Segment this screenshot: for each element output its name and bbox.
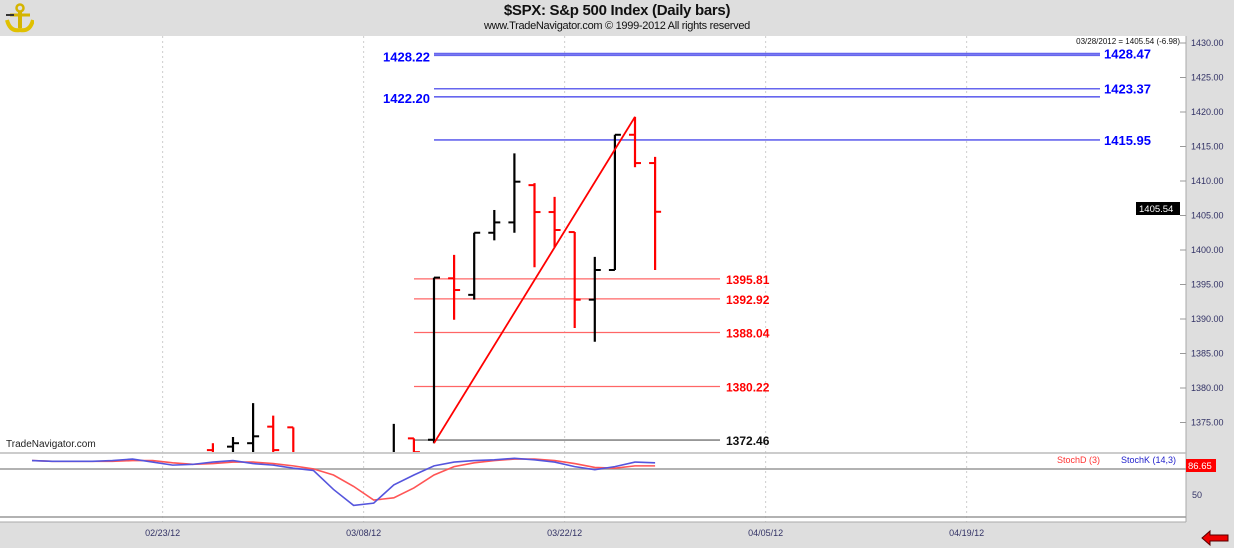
stochk-line [31, 457, 656, 507]
ohlc-bar [448, 254, 461, 320]
ohlc-bar [428, 276, 440, 444]
last-price-label: 1405.54 [1139, 204, 1173, 215]
ohlc-bar [508, 153, 521, 233]
price-tick-label: 1400.00 [1191, 245, 1224, 255]
date-tick-label: 04/19/12 [949, 528, 984, 538]
price-readout: 03/28/2012 = 1405.54 (-6.98) [1076, 37, 1180, 46]
ohlc-bar [588, 256, 601, 342]
chart-title: $SPX: S&p 500 Index (Daily bars) [503, 2, 731, 19]
date-tick-label: 03/08/12 [346, 528, 381, 538]
price-tick-label: 1420.00 [1191, 107, 1224, 117]
ohlc-bar [528, 183, 541, 268]
blue-level-label: 1423.37 [1104, 82, 1151, 97]
blue-level-label: 1415.95 [1104, 133, 1151, 148]
ohlc-bar [629, 116, 641, 168]
chart-header: $SPX: S&p 500 Index (Daily bars) www.Tra… [0, 0, 1234, 36]
ohlc-bar [267, 415, 280, 452]
ohlc-bar [488, 209, 501, 241]
red-level-label: 1380.22 [726, 380, 770, 394]
red-level-label: 1392.92 [726, 293, 770, 307]
price-tick-label: 1375.00 [1191, 418, 1224, 428]
red-level-label: 1388.04 [726, 327, 770, 341]
date-axis: 02/23/12 03/08/12 03/22/12 04/05/12 04/19/12 [145, 528, 984, 538]
price-pane: 1428.47 1428.22 1423.37 1422.20 1415.95 1395.… [206, 47, 1151, 452]
ohlc-bar [392, 423, 395, 452]
date-gridlines [162, 36, 968, 522]
arrow-left-icon[interactable] [1201, 529, 1229, 547]
ohlc-bar [548, 196, 561, 248]
ohlc-bar [247, 403, 260, 452]
legend-stochd: StochD (3) [1057, 455, 1100, 465]
blue-level-label: 1422.20 [383, 91, 430, 106]
price-tick-label: 1405.00 [1191, 211, 1224, 221]
blue-level-label: 1428.22 [383, 49, 430, 64]
price-chart[interactable]: 1428.47 1428.22 1423.37 1422.20 1415.95 1395.… [0, 36, 1234, 548]
price-tick-label: 1410.00 [1191, 176, 1224, 186]
price-tick-label: 1380.00 [1191, 383, 1224, 393]
ohlc-bar [468, 231, 481, 300]
ohlc-bar [206, 443, 214, 452]
ohlc-bar [649, 156, 662, 271]
stoch-last-label: 86.65 [1188, 461, 1212, 472]
last-price-box [1136, 202, 1180, 215]
stoch-tick-50: 50 [1192, 490, 1202, 500]
ohlc-bar [608, 133, 621, 272]
stoch-last-box [1186, 459, 1216, 472]
price-tick-label: 1415.00 [1191, 142, 1224, 152]
price-tick-label: 1425.00 [1191, 73, 1224, 83]
chart-subtitle: www.TradeNavigator.com © 1999-2012 All r… [483, 20, 751, 32]
trendline [433, 116, 636, 444]
red-level-label: 1395.81 [726, 273, 770, 287]
ohlc-bar [227, 436, 239, 452]
price-tick-label: 1430.00 [1191, 38, 1224, 48]
stochastic-pane: StochD (3) StochK (14,3) 50 86.65 [0, 452, 1216, 518]
price-tick-label: 1395.00 [1191, 280, 1224, 290]
price-tick-label: 1385.00 [1191, 349, 1224, 359]
date-tick-label: 04/05/12 [748, 528, 783, 538]
ohlc-bar [407, 437, 420, 452]
ohlc-bar [568, 231, 581, 328]
stochd-line [31, 458, 656, 501]
legend-stochk: StochK (14,3) [1121, 455, 1176, 465]
blue-level-label: 1428.47 [1104, 47, 1151, 62]
price-axis: 1430.00 1425.00 1420.00 1415.00 1410.00 1405.… [1180, 38, 1224, 428]
watermark: TradeNavigator.com [6, 439, 96, 450]
base-level-label: 1372.46 [726, 434, 770, 448]
date-tick-label: 03/22/12 [547, 528, 582, 538]
date-tick-label: 02/23/12 [145, 528, 180, 538]
price-tick-label: 1390.00 [1191, 314, 1224, 324]
anchor-icon [5, 3, 34, 33]
ohlc-bar [287, 426, 295, 452]
